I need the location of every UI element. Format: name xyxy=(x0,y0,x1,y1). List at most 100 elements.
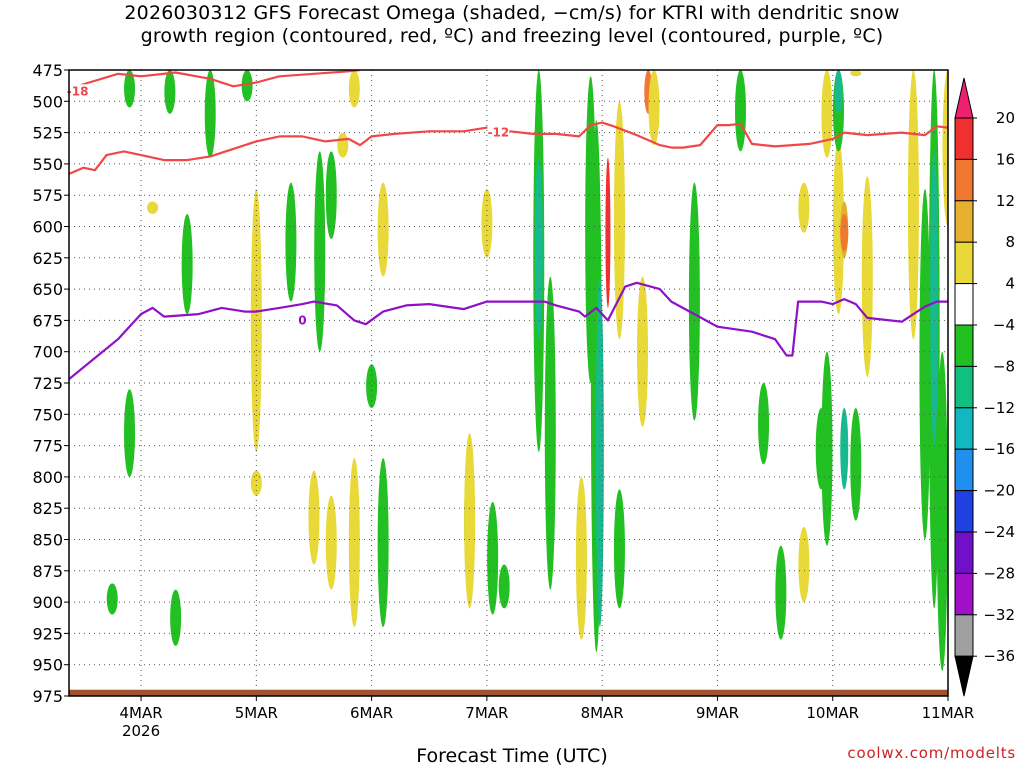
omega-patch-28 xyxy=(534,157,543,340)
freezing-level-line xyxy=(69,281,948,381)
colorbar-segment-7 xyxy=(954,365,974,409)
colorbar-segment-12 xyxy=(954,572,974,616)
omega-patch-53 xyxy=(850,408,862,521)
colorbar-cap-top xyxy=(954,77,974,119)
colorbar: 20 16 12 8 4 −4 −8 −12 −16 −20 −24 −28 −32 −36 xyxy=(954,77,1015,697)
y-tick-label-12: 775 xyxy=(32,437,63,456)
omega-shading xyxy=(106,70,948,671)
omega-patch-48 xyxy=(861,176,873,377)
omega-patch-19 xyxy=(308,470,320,565)
colorbar-segment-1 xyxy=(954,117,974,160)
colorbar-segment-11 xyxy=(954,531,974,574)
omega-patch-42 xyxy=(734,70,746,152)
omega-patch-63 xyxy=(936,351,948,671)
colorbar-segment-2 xyxy=(954,158,974,202)
colorbar-segment-5 xyxy=(954,283,974,326)
omega-patch-13 xyxy=(366,364,378,409)
colorbar-label-2: 12 xyxy=(996,192,1015,210)
colorbar-segment-9 xyxy=(954,448,974,492)
omega-patch-62 xyxy=(919,188,931,540)
colorbar-segment-8 xyxy=(954,407,974,450)
colorbar-segment-4 xyxy=(954,241,974,285)
colorbar-label-0: 20 xyxy=(996,109,1015,127)
omega-patch-47 xyxy=(840,213,849,252)
colorbar-label-9: −20 xyxy=(983,482,1015,500)
y-tick-label-0: 475 xyxy=(32,61,63,80)
omega-patch-21 xyxy=(348,458,360,628)
omega-patch-26 xyxy=(498,564,510,609)
y-tick-label-10: 725 xyxy=(32,374,63,393)
omega-patch-61 xyxy=(930,151,939,446)
omega-patch-14 xyxy=(124,389,136,477)
contour-labels: -18 -12 0 xyxy=(66,84,510,327)
omega-patch-45 xyxy=(832,138,844,315)
chart-title: 2026030312 GFS Forecast Omega (shaded, −… xyxy=(0,2,1024,48)
x-tick-label-0: 4MAR xyxy=(119,704,162,722)
colorbar-cap-bottom xyxy=(954,655,974,697)
omega-patch-29 xyxy=(544,276,556,590)
x-axis-title: Forecast Time (UTC) xyxy=(416,745,608,767)
omega-patch-25 xyxy=(487,501,499,615)
dendritic-lower-label: -12 xyxy=(488,126,510,140)
omega-patch-12 xyxy=(481,188,493,258)
colorbar-label-12: −32 xyxy=(983,606,1015,624)
chart-title-line-1: 2026030312 GFS Forecast Omega (shaded, −… xyxy=(124,2,900,24)
colorbar-label-11: −28 xyxy=(983,564,1015,582)
dendritic-upper-label: -18 xyxy=(67,84,89,98)
y-tick-label-18: 925 xyxy=(32,624,63,643)
y-tick-label-17: 900 xyxy=(32,593,63,612)
omega-patch-8 xyxy=(285,182,297,302)
y-tick-label-6: 625 xyxy=(32,249,63,268)
omega-patch-59 xyxy=(907,70,919,340)
omega-patch-3 xyxy=(241,70,253,102)
y-tick-label-14: 825 xyxy=(32,499,63,518)
colorbar-segment-10 xyxy=(954,490,974,533)
y-tick-label-3: 550 xyxy=(32,155,63,174)
y-tick-label-13: 800 xyxy=(32,468,63,487)
y-tick-label-8: 675 xyxy=(32,311,63,330)
omega-patch-57 xyxy=(758,383,770,465)
omega-patch-37 xyxy=(637,276,649,427)
terrain-band xyxy=(69,689,948,696)
y-tick-label-19: 950 xyxy=(32,656,63,675)
omega-patch-50 xyxy=(834,70,843,114)
contour-lines xyxy=(69,70,948,381)
y-tick-label-9: 700 xyxy=(32,343,63,362)
omega-patch-52 xyxy=(821,351,833,546)
y-tick-label-16: 875 xyxy=(32,562,63,581)
y-tick-label-11: 750 xyxy=(32,405,63,424)
omega-patch-20 xyxy=(325,495,337,590)
omega-patch-55 xyxy=(775,545,787,640)
omega-patch-22 xyxy=(377,458,389,628)
plot-area xyxy=(69,70,948,696)
x-tick-sublabel-0: 2026 xyxy=(122,722,160,740)
colorbar-segment-3 xyxy=(954,200,974,243)
colorbar-label-3: 8 xyxy=(1005,233,1015,251)
x-tick-label-4: 8MAR xyxy=(581,704,624,722)
x-tick-label-5: 9MAR xyxy=(696,704,739,722)
omega-patch-5 xyxy=(348,70,360,108)
freezing-level-label: 0 xyxy=(298,313,306,327)
freezing-level-label-bg xyxy=(291,313,314,327)
omega-patch-2 xyxy=(204,70,216,158)
colorbar-label-13: −36 xyxy=(983,647,1015,665)
y-tick-label-2: 525 xyxy=(32,124,63,143)
omega-patch-16 xyxy=(170,589,182,646)
omega-patch-15 xyxy=(147,201,159,214)
y-tick-label-4: 575 xyxy=(32,186,63,205)
x-tick-label-2: 6MAR xyxy=(350,704,393,722)
omega-patch-33 xyxy=(575,476,587,640)
colorbar-label-10: −24 xyxy=(983,523,1015,541)
omega-patch-9 xyxy=(314,151,326,352)
omega-patch-6 xyxy=(181,213,193,315)
omega-patch-17 xyxy=(106,583,118,615)
y-axis: 475 500 525 550 575 600 625 650 675 700 725 750 775 8… xyxy=(32,61,69,706)
omega-patch-36 xyxy=(613,489,625,609)
omega-patch-1 xyxy=(164,70,176,114)
omega-patch-4 xyxy=(337,132,349,158)
colorbar-label-5: −4 xyxy=(993,316,1015,334)
y-tick-label-15: 850 xyxy=(32,531,63,550)
dendritic-upper-line xyxy=(69,70,361,90)
